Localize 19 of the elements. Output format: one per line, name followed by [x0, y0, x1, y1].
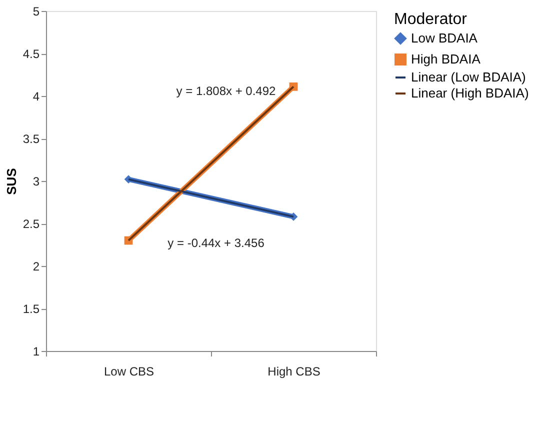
x-tick-label: Low CBS: [104, 364, 154, 378]
legend-label: High BDAIA: [411, 52, 481, 66]
y-tick-label: 2.5: [22, 217, 40, 231]
y-tick-label: 1.5: [22, 302, 40, 316]
annotation: y = 1.808x + 0.492: [176, 84, 276, 98]
legend-label: Linear (High BDAIA): [411, 86, 529, 100]
y-tick-label: 5: [32, 4, 40, 18]
y-axis-title: SUS: [4, 168, 19, 195]
legend-label: Linear (Low BDAIA): [411, 70, 526, 84]
y-tick-label: 3.5: [22, 132, 40, 146]
y-tick-label: 2: [32, 260, 40, 274]
y-tick-label: 1: [32, 344, 40, 358]
annotation: y = -0.44x + 3.456: [168, 236, 265, 250]
legend-title: Moderator: [394, 11, 468, 28]
y-tick-label: 3: [32, 174, 40, 188]
x-tick-label: High CBS: [268, 364, 320, 378]
y-tick-label: 4.5: [22, 47, 40, 61]
y-tick-label: 4: [32, 90, 40, 104]
legend-label: Low BDAIA: [411, 30, 478, 46]
